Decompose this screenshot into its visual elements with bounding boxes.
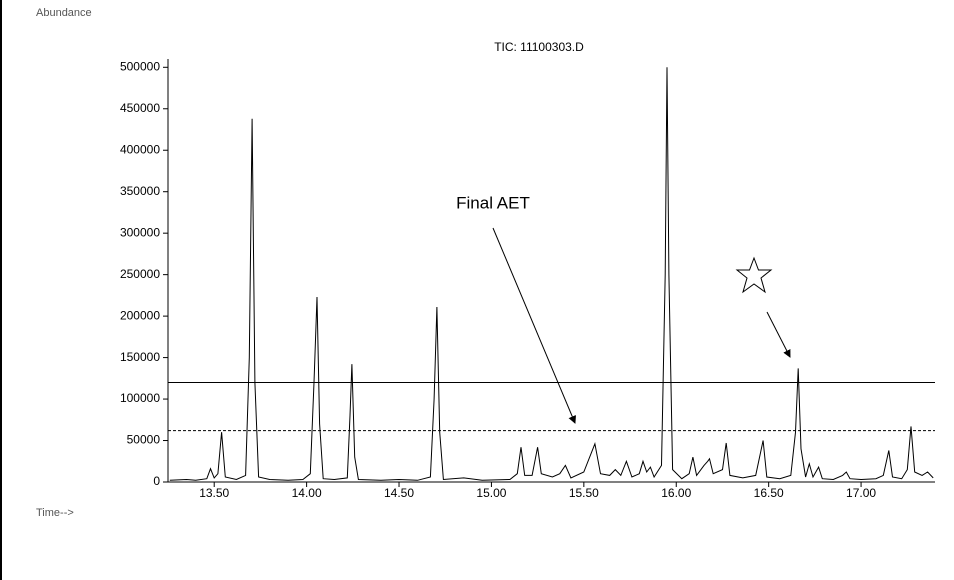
x-tick-label: 16.50 — [754, 486, 784, 500]
x-tick-label: 15.00 — [476, 486, 506, 500]
y-axis-label: Abundance — [36, 7, 92, 19]
y-tick-label: 100000 — [120, 391, 160, 405]
y-tick-label: 400000 — [120, 142, 160, 156]
y-tick-label: 300000 — [120, 225, 160, 239]
x-tick-label: 13.50 — [199, 486, 229, 500]
chromatogram-trace — [169, 67, 934, 481]
y-tick-label: 50000 — [127, 433, 161, 447]
x-tick-label: 17.00 — [846, 486, 876, 500]
annotation: Final AET — [456, 193, 530, 212]
chart-title: TIC: 11100303.D — [494, 40, 584, 54]
x-axis-label: Time--> — [36, 507, 74, 519]
y-tick-label: 0 — [153, 474, 160, 488]
y-tick-label: 500000 — [120, 59, 160, 73]
x-tick-label: 14.50 — [384, 486, 414, 500]
annotation-arrow — [492, 227, 576, 424]
y-tick-label: 200000 — [120, 308, 160, 322]
star-arrow — [766, 311, 791, 358]
x-tick-label: 15.50 — [569, 486, 599, 500]
x-tick-label: 14.00 — [292, 486, 322, 500]
y-tick-label: 450000 — [120, 101, 160, 115]
y-tick-label: 350000 — [120, 184, 160, 198]
star-marker — [735, 256, 773, 294]
x-tick-label: 16.00 — [661, 486, 691, 500]
y-tick-label: 250000 — [120, 267, 160, 281]
y-tick-label: 150000 — [120, 350, 160, 364]
